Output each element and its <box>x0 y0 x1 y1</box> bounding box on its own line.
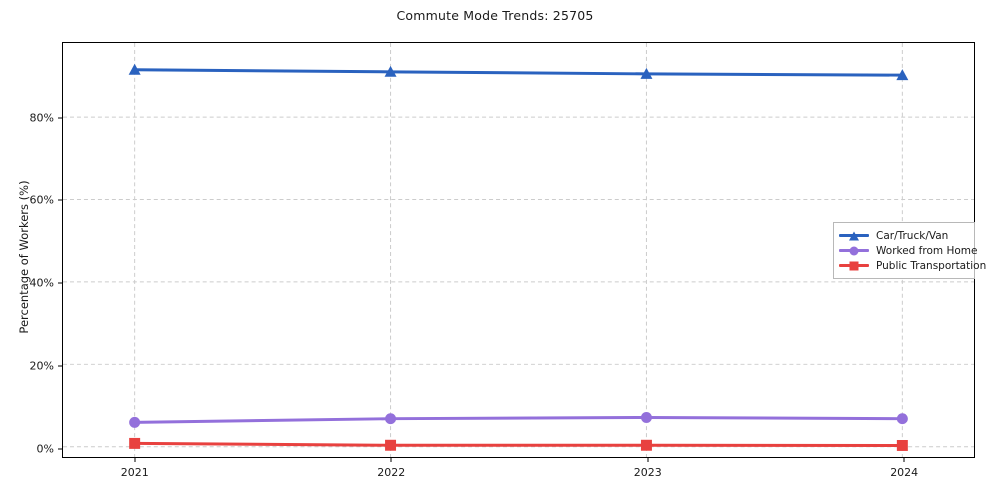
legend-item-public-transportation[interactable]: Public Transportation <box>839 258 986 273</box>
y-tick-mark <box>58 282 63 284</box>
data-point-marker <box>896 439 908 451</box>
legend-item-car-truck-van[interactable]: Car/Truck/Van <box>839 228 968 243</box>
legend-swatch-worked-from-home <box>839 244 869 258</box>
chart-legend[interactable]: Car/Truck/Van Worked from Home Public Tr… <box>833 222 986 279</box>
series-lines <box>128 63 909 451</box>
y-tick-label: 20% <box>29 359 54 373</box>
data-point-marker <box>129 416 141 428</box>
x-tick-mark <box>134 457 136 462</box>
data-point-marker <box>640 67 653 79</box>
square-marker-icon <box>849 261 859 270</box>
y-tick-label: 0% <box>36 442 54 456</box>
legend-label-worked-from-home: Worked from Home <box>876 244 978 257</box>
plot-area: 0% 20% 40% 60% 80% 2021 2022 2023 2024 <box>30 42 975 479</box>
y-tick-mark <box>58 448 63 450</box>
data-point-marker <box>640 439 652 451</box>
data-point-marker <box>384 65 397 77</box>
chart-title: Commute Mode Trends: 25705 <box>396 8 594 23</box>
x-tick-label: 2023 <box>633 466 662 479</box>
y-tick-label: 80% <box>29 111 54 124</box>
circle-marker-icon <box>849 246 859 255</box>
data-point-marker <box>385 439 397 451</box>
legend-swatch-car-truck-van <box>839 229 869 243</box>
x-tick-mark <box>647 457 649 462</box>
y-axis-label: Percentage of Workers (%) <box>17 180 31 334</box>
y-tick-label: 40% <box>29 276 54 290</box>
data-point-marker <box>896 413 908 425</box>
data-point-marker <box>385 413 397 425</box>
data-point-marker <box>129 437 141 449</box>
data-point-marker <box>896 69 909 81</box>
x-tick-label: 2022 <box>377 466 406 479</box>
legend-swatch-public-transportation <box>839 259 869 273</box>
x-tick-label: 2024 <box>890 466 919 479</box>
data-point-marker <box>128 63 141 75</box>
x-tick-mark <box>903 457 905 462</box>
legend-label-car-truck-van: Car/Truck/Van <box>876 229 949 242</box>
legend-label-public-transportation: Public Transportation <box>876 259 987 272</box>
y-tick-mark <box>58 199 63 201</box>
y-tick-mark <box>58 117 63 118</box>
legend-item-worked-from-home[interactable]: Worked from Home <box>839 243 977 258</box>
data-point-marker <box>640 411 652 423</box>
triangle-marker-icon <box>849 231 859 240</box>
x-tick-label: 2021 <box>120 466 149 479</box>
x-tick-mark <box>390 457 392 462</box>
y-tick-mark <box>58 365 63 367</box>
y-tick-label: 60% <box>29 193 54 207</box>
